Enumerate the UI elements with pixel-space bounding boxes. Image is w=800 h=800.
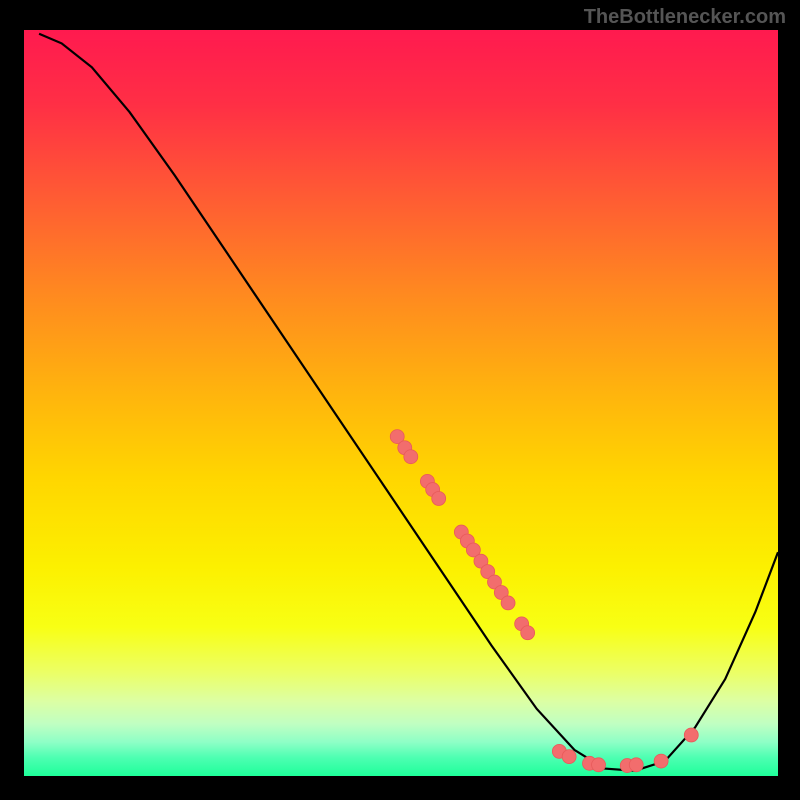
data-marker xyxy=(654,754,668,768)
data-marker xyxy=(629,758,643,772)
data-marker xyxy=(501,596,515,610)
data-marker xyxy=(684,728,698,742)
data-marker xyxy=(404,450,418,464)
data-marker xyxy=(562,750,576,764)
data-marker xyxy=(521,626,535,640)
data-marker xyxy=(432,492,446,506)
data-marker xyxy=(592,758,606,772)
watermark-text: TheBottlenecker.com xyxy=(584,6,786,29)
chart-overlay xyxy=(24,30,778,776)
chart-container: TheBottlenecker.com xyxy=(0,0,800,800)
data-markers-group xyxy=(390,430,698,773)
plot-area xyxy=(22,30,778,778)
bottleneck-curve xyxy=(39,34,778,771)
